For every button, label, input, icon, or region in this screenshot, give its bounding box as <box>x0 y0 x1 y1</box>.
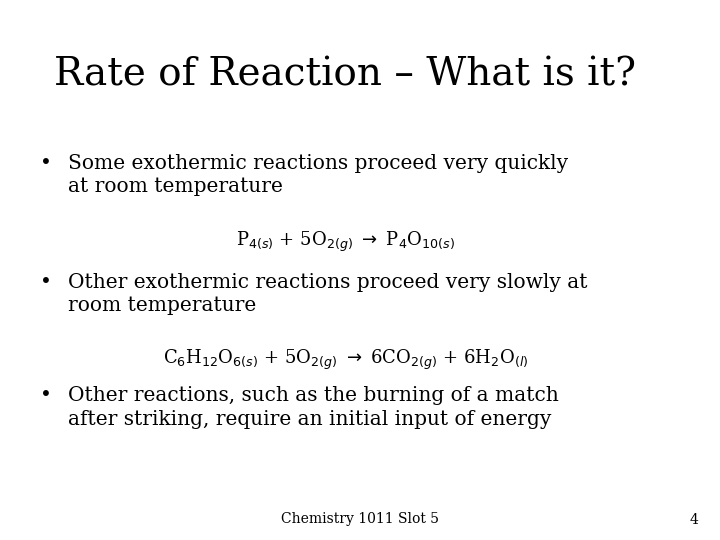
Text: Chemistry 1011 Slot 5: Chemistry 1011 Slot 5 <box>281 512 439 526</box>
Text: C$_6$H$_{12}$O$_{6(s)}$ + 5O$_{2(g)}$ $\rightarrow$ 6CO$_{2(g)}$ + 6H$_2$O$_{(l): C$_6$H$_{12}$O$_{6(s)}$ + 5O$_{2(g)}$ $\… <box>163 348 528 373</box>
Text: Some exothermic reactions proceed very quickly
at room temperature: Some exothermic reactions proceed very q… <box>68 154 569 197</box>
Text: Other exothermic reactions proceed very slowly at
room temperature: Other exothermic reactions proceed very … <box>68 273 588 315</box>
Text: •: • <box>40 154 51 173</box>
Text: Other reactions, such as the burning of a match
after striking, require an initi: Other reactions, such as the burning of … <box>68 386 559 429</box>
Text: •: • <box>40 386 51 405</box>
Text: •: • <box>40 273 51 292</box>
Text: 4: 4 <box>690 512 698 526</box>
Text: P$_{4(s)}$ + 5O$_{2(g)}$ $\rightarrow$ P$_4$O$_{10(s)}$: P$_{4(s)}$ + 5O$_{2(g)}$ $\rightarrow$ P… <box>236 230 455 254</box>
Text: Rate of Reaction – What is it?: Rate of Reaction – What is it? <box>54 57 636 94</box>
